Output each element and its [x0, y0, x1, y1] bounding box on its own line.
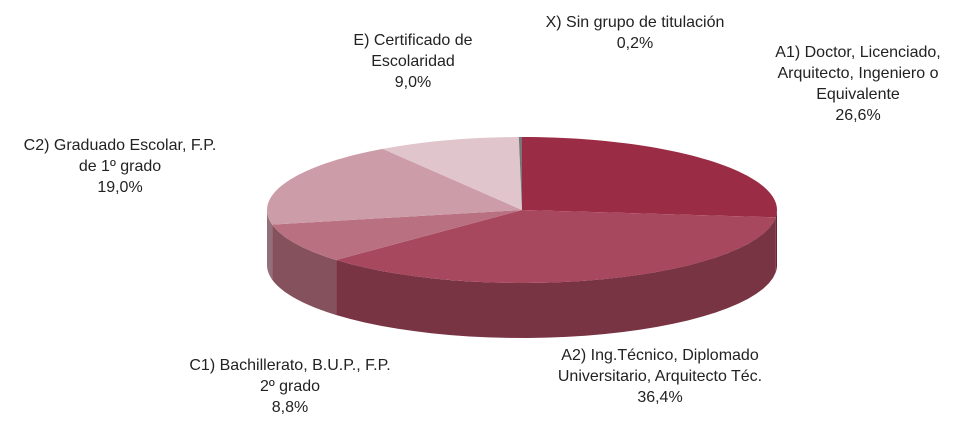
- slice-side: [775, 210, 777, 273]
- slice: [522, 137, 777, 218]
- slice: [267, 148, 522, 225]
- slice-side: [267, 210, 273, 280]
- category-label: E) Certificado de Escolaridad: [353, 32, 473, 70]
- value-label: 8,8%: [271, 399, 309, 416]
- slice: [272, 210, 522, 260]
- slice-label: E) Certificado de Escolaridad 9,0%: [331, 30, 496, 93]
- slice-label: C2) Graduado Escolar, F.P. de 1º grado 19…: [18, 135, 223, 198]
- slice-label: A1) Doctor, Licenciado, Arquitecto, Inge…: [751, 42, 966, 126]
- slice-label: A2) Ing.Técnico, Diplomado Universitario…: [553, 345, 768, 408]
- slice-side: [272, 224, 337, 315]
- category-label: A1) Doctor, Licenciado, Arquitecto, Inge…: [775, 44, 941, 103]
- category-label: A2) Ing.Técnico, Diplomado Universitario…: [557, 347, 763, 385]
- value-label: 9,0%: [394, 74, 432, 91]
- slice-label: C1) Bachillerato, B.U.P., F.P. 2º grado 8…: [180, 355, 400, 418]
- value-label: 26,6%: [835, 107, 881, 124]
- value-label: 0,2%: [616, 35, 654, 52]
- slice: [336, 210, 776, 283]
- value-label: 36,4%: [637, 389, 683, 406]
- category-label: C2) Graduado Escolar, F.P. de 1º grado: [23, 137, 217, 175]
- value-label: 19,0%: [97, 179, 143, 196]
- slice: [382, 137, 522, 210]
- slice-side: [336, 217, 776, 338]
- category-label: C1) Bachillerato, B.U.P., F.P. 2º grado: [189, 357, 391, 395]
- slice-label: X) Sin grupo de titulación 0,2%: [495, 12, 775, 54]
- category-label: X) Sin grupo de titulación: [545, 14, 725, 31]
- slice: [518, 137, 522, 210]
